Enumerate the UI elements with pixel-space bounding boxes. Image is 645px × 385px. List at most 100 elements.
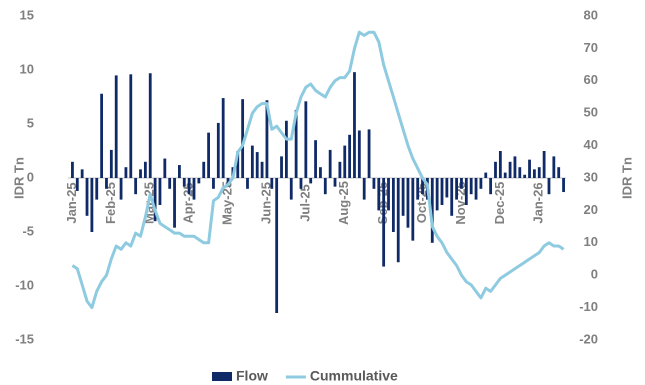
y2-tick-label: 10: [584, 234, 598, 249]
bar: [518, 167, 522, 178]
bar: [85, 178, 89, 216]
y-tick-label: 5: [27, 115, 34, 130]
bar: [314, 140, 317, 178]
bar: [498, 151, 502, 178]
bar: [396, 178, 400, 263]
y2-tick-label: -10: [579, 299, 598, 314]
bar: [547, 178, 551, 195]
bar: [173, 178, 176, 228]
bar: [401, 178, 405, 216]
x-tick-label: Jul-25: [297, 184, 312, 222]
legend-swatch: [212, 372, 232, 381]
bar: [508, 161, 512, 178]
y-axis-label: IDR Tn: [11, 157, 26, 199]
y2-tick-label: 50: [584, 105, 598, 120]
x-tick-label: Dec-25: [492, 182, 507, 225]
x-tick-label: Feb-25: [103, 182, 118, 224]
legend: Flow Cummulative: [212, 368, 398, 384]
line: [71, 30, 565, 310]
bar: [284, 120, 288, 178]
bar: [333, 178, 337, 187]
bar: [377, 178, 381, 211]
y2-tick-label: 40: [584, 137, 598, 152]
bar: [71, 161, 74, 178]
bar: [280, 156, 283, 178]
bar: [343, 145, 347, 178]
x-tick-label: Jun-25: [258, 182, 273, 224]
y-tick-label: 15: [20, 7, 34, 22]
bar: [382, 178, 386, 267]
bar: [241, 99, 245, 178]
bar: [265, 100, 269, 178]
bar: [367, 129, 371, 178]
bar: [528, 159, 531, 178]
bar: [192, 178, 196, 200]
y-tick-label: -10: [15, 277, 34, 292]
y-tick-label: 10: [20, 61, 34, 76]
y2-tick-label: 30: [584, 169, 598, 184]
x-tick-label: Jan-26: [531, 182, 546, 223]
bar: [484, 172, 488, 178]
y2-tick-label: 80: [584, 7, 598, 22]
bar: [411, 178, 415, 241]
bar: [158, 178, 162, 205]
bar: [134, 178, 138, 195]
bar: [221, 98, 225, 178]
bar: [406, 178, 410, 228]
bar: [460, 178, 463, 189]
bar: [207, 132, 210, 178]
bar: [464, 178, 468, 205]
y2-tick-label: -20: [579, 331, 598, 346]
bar: [163, 158, 167, 178]
x-tick-label: Apr-25: [181, 182, 196, 223]
bar: [90, 178, 94, 232]
bar: [105, 178, 108, 189]
bar: [503, 172, 507, 178]
bar: [450, 178, 454, 216]
bar: [513, 156, 517, 178]
bar: [489, 178, 493, 195]
bar: [445, 178, 449, 198]
bar: [435, 178, 439, 211]
bar: [139, 169, 142, 178]
bar: [153, 178, 157, 222]
bar: [260, 161, 264, 178]
bar: [557, 167, 561, 178]
bar: [309, 178, 313, 184]
bar: [168, 178, 172, 189]
y2-tick-label: 0: [591, 267, 598, 282]
bar: [362, 178, 366, 200]
bar: [328, 149, 332, 178]
bar: [109, 149, 113, 178]
bar: [455, 178, 458, 200]
bar: [250, 145, 254, 178]
bar: [119, 178, 123, 200]
bar: [348, 134, 352, 178]
bar: [421, 178, 424, 195]
bar: [416, 178, 420, 200]
bar: [319, 167, 322, 178]
bar: [391, 178, 395, 232]
bar: [304, 101, 308, 178]
y2-axis-label: IDR Tn: [619, 157, 634, 199]
bar: [537, 167, 541, 178]
bar: [187, 178, 191, 195]
y-tick-label: -15: [15, 331, 34, 346]
bar: [197, 178, 201, 184]
bar: [474, 178, 478, 200]
bar: [532, 169, 536, 178]
bar: [182, 178, 186, 187]
bar: [372, 178, 376, 189]
bar: [246, 178, 249, 189]
y2-tick-label: 20: [584, 202, 598, 217]
bar: [523, 174, 527, 178]
x-tick-label: Jan-25: [64, 182, 79, 223]
x-tick-label: May-25: [219, 181, 234, 225]
bar: [124, 167, 128, 178]
y-tick-label: 0: [27, 169, 34, 184]
bar: [129, 74, 133, 178]
bar: [143, 161, 147, 178]
bar: [95, 178, 99, 200]
bar: [562, 178, 565, 193]
